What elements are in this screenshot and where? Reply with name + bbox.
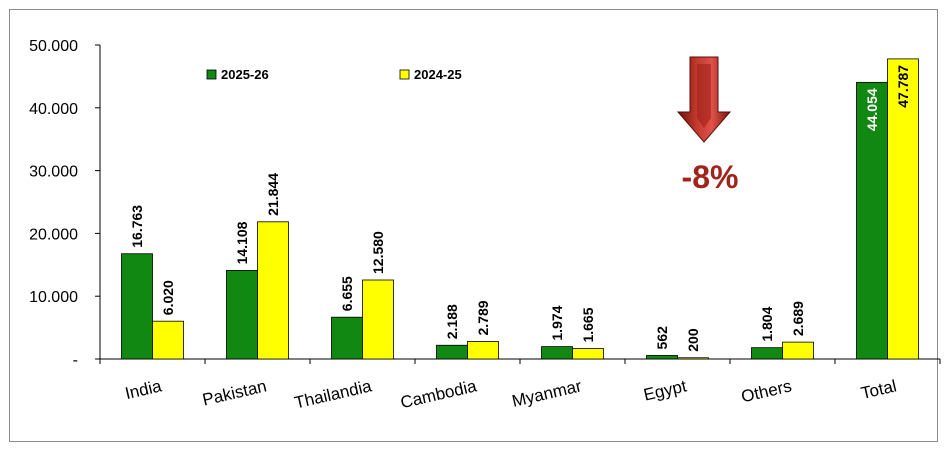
data-label: 1.974: [549, 305, 565, 340]
bar-2025-26-myanmar: [541, 346, 573, 360]
y-tick-label: 50.000: [29, 38, 78, 55]
y-tick-label: 10.000: [29, 289, 78, 306]
change-annotation: -8%: [676, 56, 739, 195]
bar-2024-25-india: [152, 320, 184, 360]
legend-swatch-2025-26: [206, 69, 217, 80]
data-label: 6.655: [339, 276, 355, 311]
bar-2025-26-thailandia: [331, 316, 363, 360]
legend-label: 2024-25: [414, 67, 462, 82]
bar-2024-25-others: [782, 341, 814, 360]
data-label: 1.804: [759, 306, 775, 341]
data-label: 562: [654, 326, 670, 350]
change-percent-label: -8%: [682, 159, 739, 195]
bar-2025-26-total: [856, 81, 888, 360]
data-label: 2.188: [444, 304, 460, 339]
bar-2024-25-pakistan: [257, 221, 289, 360]
y-tick-label: -: [73, 352, 78, 369]
data-label: 16.763: [129, 205, 145, 248]
bar-2025-26-cambodia: [436, 344, 468, 360]
down-arrow-icon-shade: [697, 64, 711, 128]
bar-2025-26-pakistan: [226, 270, 258, 360]
data-label: 47.787: [895, 65, 911, 108]
bar-2024-25-egypt: [677, 357, 709, 360]
bar-2024-25-total: [887, 58, 919, 360]
data-label: 200: [685, 328, 701, 352]
data-label: 1.665: [580, 307, 596, 342]
bar-2025-26-india: [121, 253, 153, 360]
chart-frame: [9, 9, 938, 442]
data-label: 2.689: [790, 301, 806, 336]
data-label: 44.054: [864, 88, 880, 131]
x-tick-label: Myanmar: [510, 376, 584, 411]
data-labels: 16.763 6.020 14.108 21.844 6.655 12.580 2.188 2…: [129, 65, 911, 352]
x-tick-label: Cambodia: [399, 376, 479, 412]
bar-2024-25-myanmar: [572, 348, 604, 360]
bars: [121, 58, 919, 360]
y-tick-label: 30.000: [29, 164, 78, 181]
y-tick-label: 40.000: [29, 101, 78, 118]
legend-label: 2025-26: [221, 67, 269, 82]
x-tick-label: Pakistan: [201, 376, 269, 409]
bar-2025-26-others: [751, 347, 783, 360]
legend: 2025-26 2024-25: [206, 67, 462, 82]
x-tick-label: India: [123, 376, 164, 403]
bar-2024-25-thailandia: [362, 279, 394, 360]
bar-2024-25-cambodia: [467, 341, 499, 360]
data-label: 14.108: [234, 221, 250, 264]
y-tick-label: 20.000: [29, 226, 78, 243]
data-label: 21.844: [265, 173, 281, 216]
data-label: 2.789: [475, 300, 491, 335]
x-tick-label: Thailandia: [293, 376, 374, 412]
x-tick-label: Egypt: [642, 376, 689, 404]
data-label: 12.580: [370, 231, 386, 274]
x-tick-label: Total: [859, 376, 898, 403]
legend-swatch-2024-25: [399, 69, 410, 80]
data-label: 6.020: [160, 280, 176, 315]
bar-2025-26-egypt: [646, 355, 678, 360]
x-tick-label: Others: [739, 376, 793, 406]
